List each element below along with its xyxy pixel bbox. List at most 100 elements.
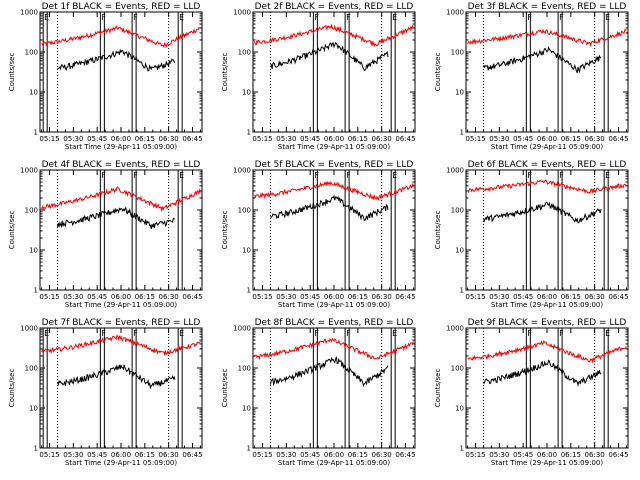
panel-title: Det 3f BLACK = Events, RED = LLD bbox=[468, 2, 627, 12]
lld-series-line bbox=[254, 180, 414, 201]
x-tick-label: 05:30 bbox=[63, 451, 83, 459]
x-tick-label: 06:00 bbox=[324, 293, 344, 301]
x-axis-label: Start Time (29-Apr-11 05:09:00) bbox=[278, 459, 390, 467]
marker-e-label: E bbox=[44, 13, 49, 22]
panel-det-5f: Det 5f BLACK = Events, RED = LLD 1 10 100 10… bbox=[221, 160, 416, 309]
marker-f-label: F bbox=[346, 171, 351, 180]
y-axis-label: Counts/sec bbox=[434, 211, 442, 250]
marker-f-label: F bbox=[101, 171, 106, 180]
x-tick-label: 05:15 bbox=[465, 451, 485, 459]
y-tick-label: 1000 bbox=[20, 9, 38, 17]
y-tick-label: 100 bbox=[238, 49, 251, 57]
lld-series-line bbox=[467, 179, 627, 195]
x-tick-label: 06:15 bbox=[348, 451, 368, 459]
y-tick-label: 1000 bbox=[446, 325, 464, 333]
y-axis-label: Counts/sec bbox=[8, 211, 16, 250]
y-tick-label: 1 bbox=[247, 445, 251, 453]
panel-det-9f: Det 9f BLACK = Events, RED = LLD 1 10 100 10… bbox=[434, 318, 629, 467]
x-tick-label: 06:00 bbox=[324, 135, 344, 143]
x-tick-label: 06:45 bbox=[182, 293, 202, 301]
y-tick-label: 1000 bbox=[20, 167, 38, 175]
marker-f-label: F bbox=[527, 171, 532, 180]
marker-e-label: E bbox=[179, 329, 184, 338]
x-axis-label: Start Time (29-Apr-11 05:09:00) bbox=[65, 459, 177, 467]
y-tick-label: 100 bbox=[451, 49, 464, 57]
x-tick-label: 05:45 bbox=[300, 293, 320, 301]
x-tick-label: 05:30 bbox=[63, 135, 83, 143]
x-tick-label: 06:45 bbox=[182, 135, 202, 143]
panel-title: Det 9f BLACK = Events, RED = LLD bbox=[468, 318, 627, 328]
y-tick-label: 100 bbox=[451, 207, 464, 215]
x-axis-label: Start Time (29-Apr-11 05:09:00) bbox=[491, 301, 603, 309]
x-axis-label: Start Time (29-Apr-11 05:09:00) bbox=[65, 301, 177, 309]
marker-f-label: F bbox=[527, 329, 532, 338]
y-tick-label: 10 bbox=[242, 247, 251, 255]
x-tick-label: 05:30 bbox=[276, 135, 296, 143]
marker-e-label: E bbox=[605, 171, 610, 180]
x-tick-label: 05:30 bbox=[489, 451, 509, 459]
x-tick-label: 06:00 bbox=[537, 293, 557, 301]
marker-e-label: E bbox=[605, 13, 610, 22]
y-axis-label: Counts/sec bbox=[221, 53, 229, 92]
x-tick-label: 05:30 bbox=[276, 293, 296, 301]
panel-det-7f: Det 7f BLACK = Events, RED = LLD 1 10 100 10… bbox=[8, 318, 203, 467]
panel-title: Det 1f BLACK = Events, RED = LLD bbox=[42, 2, 201, 12]
y-tick-label: 10 bbox=[242, 89, 251, 97]
events-series-line bbox=[483, 46, 602, 74]
marker-f-label: F bbox=[101, 329, 106, 338]
events-series-line bbox=[270, 356, 389, 388]
y-tick-label: 10 bbox=[29, 405, 38, 413]
x-tick-label: 05:15 bbox=[465, 293, 485, 301]
y-tick-label: 1 bbox=[34, 287, 38, 295]
x-tick-label: 06:30 bbox=[585, 293, 605, 301]
marker-f-label: F bbox=[133, 13, 138, 22]
x-tick-label: 06:45 bbox=[608, 293, 628, 301]
y-tick-label: 10 bbox=[242, 405, 251, 413]
x-tick-label: 06:30 bbox=[159, 451, 179, 459]
panel-title: Det 2f BLACK = Events, RED = LLD bbox=[255, 2, 414, 12]
x-tick-label: 06:00 bbox=[111, 135, 131, 143]
x-tick-label: 06:00 bbox=[537, 135, 557, 143]
panel-det-3f: Det 3f BLACK = Events, RED = LLD 1 10 100 10… bbox=[434, 2, 629, 151]
events-series-line bbox=[483, 359, 602, 387]
marker-f-label: F bbox=[133, 171, 138, 180]
y-tick-label: 1 bbox=[34, 129, 38, 137]
x-tick-label: 06:30 bbox=[372, 293, 392, 301]
lld-series-line bbox=[41, 25, 201, 49]
y-axis-label: Counts/sec bbox=[8, 369, 16, 408]
x-tick-label: 06:15 bbox=[348, 293, 368, 301]
x-tick-label: 06:30 bbox=[585, 135, 605, 143]
y-tick-label: 1 bbox=[247, 129, 251, 137]
y-axis-label: Counts/sec bbox=[221, 369, 229, 408]
x-tick-label: 05:15 bbox=[252, 135, 272, 143]
y-axis-label: Counts/sec bbox=[434, 53, 442, 92]
x-tick-label: 05:45 bbox=[513, 451, 533, 459]
y-tick-label: 1000 bbox=[20, 325, 38, 333]
panel-det-4f: Det 4f BLACK = Events, RED = LLD 1 10 100 10… bbox=[8, 160, 203, 309]
events-series-line bbox=[483, 201, 602, 224]
x-tick-label: 06:15 bbox=[135, 451, 155, 459]
y-tick-label: 1 bbox=[460, 287, 464, 295]
y-tick-label: 100 bbox=[25, 49, 38, 57]
marker-e-label: E bbox=[605, 329, 610, 338]
x-tick-label: 05:15 bbox=[252, 293, 272, 301]
x-axis-label: Start Time (29-Apr-11 05:09:00) bbox=[278, 301, 390, 309]
x-axis-label: Start Time (29-Apr-11 05:09:00) bbox=[491, 459, 603, 467]
marker-f-label: F bbox=[314, 329, 319, 338]
y-tick-label: 10 bbox=[455, 405, 464, 413]
lld-series-line bbox=[41, 186, 201, 212]
marker-f-label: F bbox=[559, 171, 564, 180]
y-tick-label: 1 bbox=[247, 287, 251, 295]
x-tick-label: 06:00 bbox=[537, 451, 557, 459]
marker-e-label: E bbox=[392, 171, 397, 180]
lld-series-line bbox=[254, 23, 414, 47]
marker-e-label: E bbox=[179, 171, 184, 180]
panel-title: Det 8f BLACK = Events, RED = LLD bbox=[255, 318, 414, 328]
y-axis-label: Counts/sec bbox=[221, 211, 229, 250]
panel-title: Det 4f BLACK = Events, RED = LLD bbox=[42, 160, 201, 170]
x-tick-label: 05:45 bbox=[87, 135, 107, 143]
x-tick-label: 05:45 bbox=[513, 293, 533, 301]
x-tick-label: 06:45 bbox=[182, 451, 202, 459]
x-tick-label: 05:30 bbox=[489, 293, 509, 301]
